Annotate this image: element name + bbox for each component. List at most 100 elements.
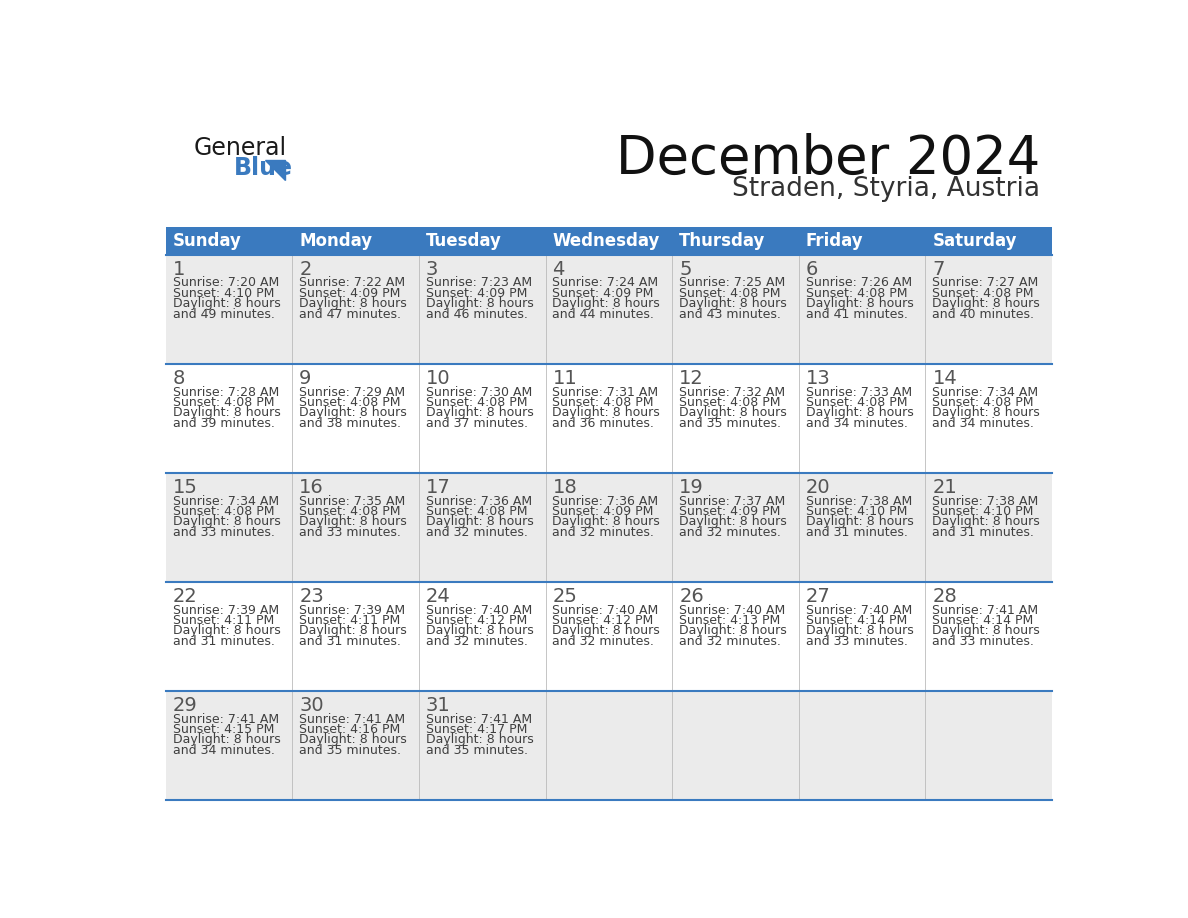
Text: Sunset: 4:10 PM: Sunset: 4:10 PM (933, 505, 1034, 518)
Text: Sunrise: 7:41 AM: Sunrise: 7:41 AM (299, 712, 405, 725)
Text: Friday: Friday (805, 232, 864, 250)
Text: Daylight: 8 hours: Daylight: 8 hours (552, 515, 661, 529)
Text: and 37 minutes.: and 37 minutes. (425, 417, 527, 430)
Text: Daylight: 8 hours: Daylight: 8 hours (172, 515, 280, 529)
Text: Sunrise: 7:40 AM: Sunrise: 7:40 AM (425, 603, 532, 617)
Text: 22: 22 (172, 588, 197, 607)
Bar (798, 255, 925, 364)
Bar (419, 227, 545, 255)
Text: Sunrise: 7:40 AM: Sunrise: 7:40 AM (680, 603, 785, 617)
Text: 5: 5 (680, 261, 691, 279)
Text: Sunday: Sunday (172, 232, 241, 250)
Text: Daylight: 8 hours: Daylight: 8 hours (933, 624, 1041, 637)
Text: Sunset: 4:08 PM: Sunset: 4:08 PM (680, 286, 781, 300)
Text: Daylight: 8 hours: Daylight: 8 hours (680, 515, 786, 529)
Text: Sunset: 4:09 PM: Sunset: 4:09 PM (425, 286, 527, 300)
Text: Sunset: 4:14 PM: Sunset: 4:14 PM (805, 614, 908, 627)
Bar (292, 691, 419, 800)
Bar (292, 227, 419, 255)
Text: Sunset: 4:11 PM: Sunset: 4:11 PM (299, 614, 400, 627)
Text: Sunrise: 7:22 AM: Sunrise: 7:22 AM (299, 276, 405, 289)
Text: Sunset: 4:08 PM: Sunset: 4:08 PM (425, 505, 527, 518)
Text: Sunset: 4:10 PM: Sunset: 4:10 PM (172, 286, 274, 300)
Text: Daylight: 8 hours: Daylight: 8 hours (933, 515, 1041, 529)
Polygon shape (265, 161, 285, 180)
Text: Sunset: 4:09 PM: Sunset: 4:09 PM (552, 286, 653, 300)
Text: 14: 14 (933, 369, 958, 388)
Text: 16: 16 (299, 478, 324, 498)
Bar (545, 582, 672, 691)
Text: Sunrise: 7:41 AM: Sunrise: 7:41 AM (933, 603, 1038, 617)
Bar (798, 582, 925, 691)
Text: 17: 17 (425, 478, 450, 498)
Bar (292, 364, 419, 473)
Text: Sunset: 4:09 PM: Sunset: 4:09 PM (299, 286, 400, 300)
Text: Daylight: 8 hours: Daylight: 8 hours (299, 515, 407, 529)
Bar (292, 473, 419, 582)
Text: and 32 minutes.: and 32 minutes. (680, 634, 781, 648)
Text: and 32 minutes.: and 32 minutes. (680, 526, 781, 539)
Text: 9: 9 (299, 369, 311, 388)
Text: and 35 minutes.: and 35 minutes. (299, 744, 402, 756)
Text: Sunrise: 7:23 AM: Sunrise: 7:23 AM (425, 276, 532, 289)
Text: Tuesday: Tuesday (425, 232, 501, 250)
Text: Daylight: 8 hours: Daylight: 8 hours (299, 407, 407, 420)
Text: 7: 7 (933, 261, 944, 279)
Text: 29: 29 (172, 697, 197, 715)
Text: and 49 minutes.: and 49 minutes. (172, 308, 274, 320)
Text: Sunrise: 7:41 AM: Sunrise: 7:41 AM (172, 712, 279, 725)
Text: and 40 minutes.: and 40 minutes. (933, 308, 1035, 320)
Text: and 32 minutes.: and 32 minutes. (552, 634, 655, 648)
Text: Straden, Styria, Austria: Straden, Styria, Austria (732, 176, 1040, 202)
Text: Sunset: 4:08 PM: Sunset: 4:08 PM (299, 505, 400, 518)
Text: Daylight: 8 hours: Daylight: 8 hours (172, 733, 280, 746)
Text: Thursday: Thursday (680, 232, 765, 250)
Bar (545, 473, 672, 582)
Bar (419, 255, 545, 364)
Text: Daylight: 8 hours: Daylight: 8 hours (680, 297, 786, 310)
Text: Daylight: 8 hours: Daylight: 8 hours (552, 407, 661, 420)
Text: Sunrise: 7:40 AM: Sunrise: 7:40 AM (552, 603, 659, 617)
Text: Sunrise: 7:39 AM: Sunrise: 7:39 AM (299, 603, 405, 617)
Text: Blue: Blue (234, 156, 292, 180)
Text: Sunrise: 7:31 AM: Sunrise: 7:31 AM (552, 386, 658, 398)
Text: Sunset: 4:08 PM: Sunset: 4:08 PM (172, 505, 274, 518)
Bar (925, 691, 1053, 800)
Text: 15: 15 (172, 478, 197, 498)
Bar (165, 691, 292, 800)
Bar (165, 255, 292, 364)
Text: 12: 12 (680, 369, 704, 388)
Text: and 32 minutes.: and 32 minutes. (552, 526, 655, 539)
Bar (419, 473, 545, 582)
Text: and 32 minutes.: and 32 minutes. (425, 526, 527, 539)
Text: 3: 3 (425, 261, 438, 279)
Text: Sunrise: 7:32 AM: Sunrise: 7:32 AM (680, 386, 785, 398)
Text: Sunrise: 7:34 AM: Sunrise: 7:34 AM (933, 386, 1038, 398)
Text: 11: 11 (552, 369, 577, 388)
Text: Sunset: 4:12 PM: Sunset: 4:12 PM (425, 614, 527, 627)
Text: Daylight: 8 hours: Daylight: 8 hours (805, 624, 914, 637)
Text: Sunrise: 7:36 AM: Sunrise: 7:36 AM (552, 495, 658, 508)
Text: 30: 30 (299, 697, 324, 715)
Text: and 47 minutes.: and 47 minutes. (299, 308, 402, 320)
Text: Daylight: 8 hours: Daylight: 8 hours (172, 297, 280, 310)
Text: Daylight: 8 hours: Daylight: 8 hours (805, 297, 914, 310)
Text: Daylight: 8 hours: Daylight: 8 hours (299, 624, 407, 637)
Text: Sunrise: 7:39 AM: Sunrise: 7:39 AM (172, 603, 279, 617)
Bar (672, 473, 798, 582)
Text: 31: 31 (425, 697, 450, 715)
Bar (419, 582, 545, 691)
Text: Wednesday: Wednesday (552, 232, 659, 250)
Text: Daylight: 8 hours: Daylight: 8 hours (425, 297, 533, 310)
Text: and 34 minutes.: and 34 minutes. (933, 417, 1035, 430)
Text: Sunset: 4:08 PM: Sunset: 4:08 PM (172, 396, 274, 409)
Text: Sunrise: 7:25 AM: Sunrise: 7:25 AM (680, 276, 785, 289)
Text: Sunset: 4:14 PM: Sunset: 4:14 PM (933, 614, 1034, 627)
Bar (672, 691, 798, 800)
Text: Sunrise: 7:38 AM: Sunrise: 7:38 AM (933, 495, 1038, 508)
Text: and 46 minutes.: and 46 minutes. (425, 308, 527, 320)
Text: Sunset: 4:08 PM: Sunset: 4:08 PM (933, 396, 1034, 409)
Text: 1: 1 (172, 261, 185, 279)
Text: Daylight: 8 hours: Daylight: 8 hours (680, 624, 786, 637)
Text: and 31 minutes.: and 31 minutes. (172, 634, 274, 648)
